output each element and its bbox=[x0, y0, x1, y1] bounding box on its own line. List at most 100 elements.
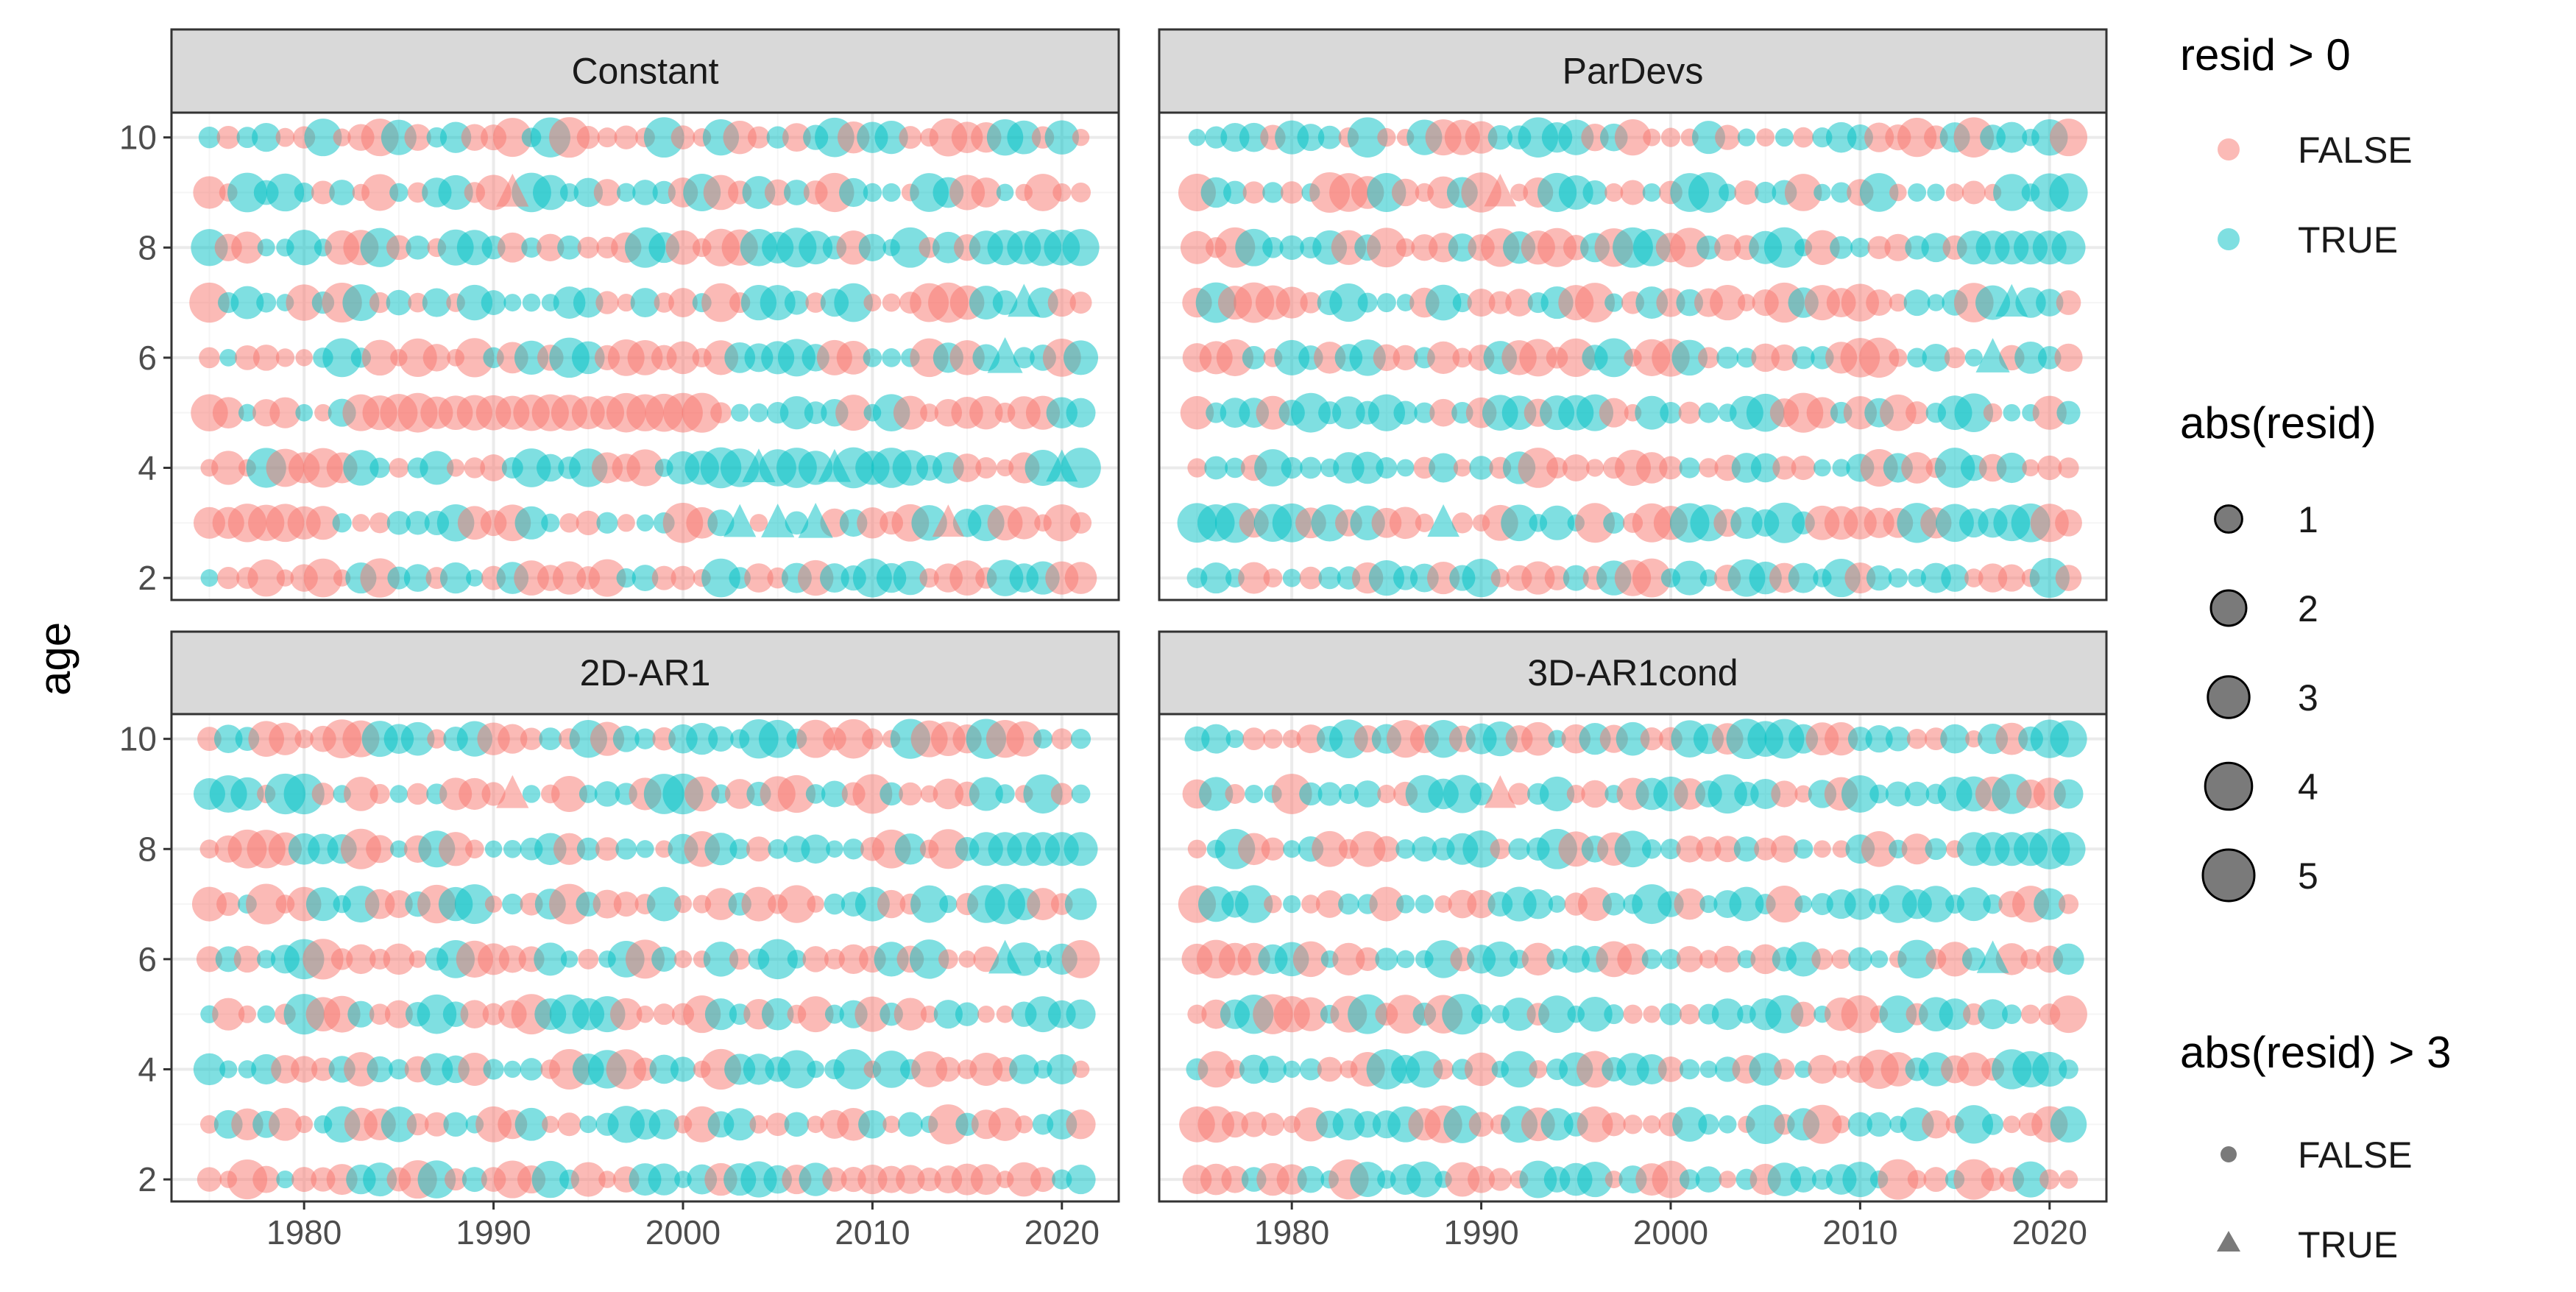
facet-panel-pardevs: ParDevs bbox=[1158, 28, 2108, 601]
data-point bbox=[1282, 730, 1301, 749]
data-point bbox=[1433, 1059, 1454, 1080]
data-point bbox=[1462, 558, 1501, 598]
data-point bbox=[417, 1160, 456, 1199]
data-point bbox=[616, 568, 636, 588]
data-point bbox=[1317, 782, 1342, 806]
data-point bbox=[560, 950, 578, 968]
x-tick-label: 2000 bbox=[1633, 1213, 1708, 1252]
data-point bbox=[1351, 451, 1384, 484]
data-point bbox=[949, 560, 985, 596]
data-point bbox=[807, 1115, 824, 1134]
data-point bbox=[777, 774, 816, 813]
data-point bbox=[899, 126, 922, 149]
data-point bbox=[729, 839, 750, 860]
data-point bbox=[1763, 227, 1805, 268]
data-point bbox=[704, 833, 737, 866]
data-point bbox=[1750, 453, 1780, 483]
data-point bbox=[1488, 1168, 1512, 1191]
data-point bbox=[1064, 340, 1099, 375]
data-point bbox=[857, 1164, 888, 1195]
data-point bbox=[464, 457, 486, 479]
data-point bbox=[269, 397, 301, 428]
data-point bbox=[1672, 1106, 1708, 1142]
data-point bbox=[346, 944, 376, 975]
data-point bbox=[1978, 999, 2008, 1030]
data-point bbox=[1064, 888, 1097, 920]
data-point bbox=[1299, 566, 1323, 590]
data-point bbox=[1518, 448, 1559, 488]
data-point bbox=[1861, 830, 1897, 867]
data-point bbox=[537, 233, 565, 261]
data-point bbox=[2054, 343, 2083, 372]
facet-strip bbox=[170, 28, 1120, 114]
data-point bbox=[427, 729, 447, 749]
extreme-data-point bbox=[932, 504, 964, 537]
data-point bbox=[276, 1170, 294, 1189]
data-point bbox=[1261, 837, 1285, 861]
data-point bbox=[212, 397, 244, 428]
data-point bbox=[1259, 1055, 1287, 1083]
data-point bbox=[1369, 886, 1404, 922]
data-point bbox=[1954, 1105, 1994, 1144]
data-point bbox=[1617, 943, 1649, 975]
data-point bbox=[1923, 1167, 1949, 1192]
data-point bbox=[199, 839, 219, 859]
data-point bbox=[311, 180, 335, 205]
data-point bbox=[283, 773, 325, 815]
data-point bbox=[1604, 293, 1624, 312]
data-point bbox=[606, 1049, 646, 1090]
data-point bbox=[1614, 830, 1652, 868]
data-point bbox=[1066, 999, 1096, 1029]
data-point bbox=[1659, 456, 1682, 480]
data-point bbox=[1546, 457, 1568, 479]
data-point bbox=[211, 451, 246, 485]
data-point bbox=[1643, 1005, 1661, 1023]
data-point bbox=[1197, 1051, 1235, 1088]
data-point bbox=[503, 839, 522, 858]
data-point bbox=[857, 507, 888, 539]
data-point bbox=[1660, 401, 1682, 424]
extreme-data-point bbox=[1975, 338, 2010, 373]
extreme-data-point bbox=[988, 939, 1022, 974]
data-point bbox=[457, 506, 492, 540]
data-point bbox=[703, 174, 739, 211]
data-point bbox=[1953, 117, 1995, 158]
data-point bbox=[634, 728, 656, 749]
data-point bbox=[1944, 347, 1966, 369]
data-point bbox=[1714, 234, 1741, 261]
data-point bbox=[935, 1056, 961, 1082]
data-point bbox=[386, 289, 412, 316]
data-point bbox=[1072, 1060, 1090, 1079]
data-point bbox=[1007, 120, 1041, 155]
data-point bbox=[1462, 830, 1500, 868]
data-point bbox=[787, 950, 807, 969]
data-point bbox=[1007, 1162, 1041, 1197]
data-point bbox=[1641, 839, 1662, 859]
facet-panel-constant: Constant 2 4 6 8 10 bbox=[119, 28, 1120, 601]
extreme-data-point bbox=[818, 448, 851, 482]
data-point bbox=[1832, 840, 1850, 858]
data-point bbox=[1429, 453, 1459, 483]
legend-size-title: abs(resid) bbox=[2180, 398, 2377, 448]
data-point bbox=[1965, 730, 1983, 748]
data-point bbox=[1939, 998, 1971, 1031]
data-point bbox=[386, 511, 411, 535]
data-point bbox=[383, 943, 415, 975]
data-point bbox=[595, 837, 620, 861]
data-point bbox=[1715, 124, 1741, 150]
data-point bbox=[1263, 729, 1283, 749]
data-point bbox=[686, 506, 718, 539]
data-point bbox=[387, 566, 411, 590]
data-point bbox=[408, 292, 428, 313]
data-point bbox=[1866, 1112, 1892, 1137]
data-point bbox=[247, 559, 286, 597]
data-point bbox=[1467, 289, 1496, 317]
data-point bbox=[701, 283, 740, 322]
data-point bbox=[1187, 839, 1207, 858]
data-point bbox=[648, 1163, 680, 1196]
data-point bbox=[1714, 836, 1741, 863]
data-point bbox=[2029, 557, 2070, 599]
data-point bbox=[939, 894, 958, 914]
data-point bbox=[2020, 949, 2041, 970]
data-point bbox=[1688, 172, 1729, 213]
